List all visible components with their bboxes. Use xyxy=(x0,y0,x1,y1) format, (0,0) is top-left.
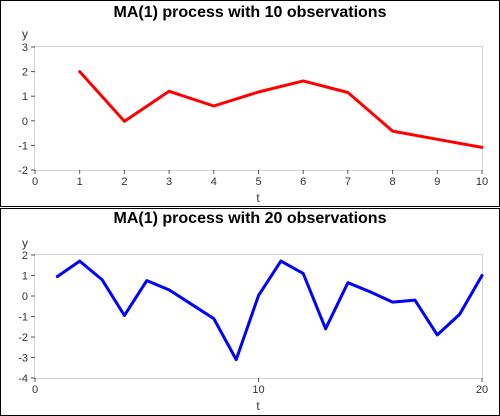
chart-1-x-tick-label: 8 xyxy=(390,176,396,188)
chart-1-y-tick-label: 1 xyxy=(22,91,28,103)
chart-1-ticks: 0 1 2 3 4 5 6 7 8 9 10 -2 -1 0 1 2 3 xyxy=(18,42,488,188)
chart-2-x-tick-label: 0 xyxy=(32,384,38,396)
chart-1-x-tick-label: 2 xyxy=(121,176,127,188)
chart-2-ticks: 0 10 20 -4 -3 -2 -1 0 1 2 xyxy=(18,250,488,396)
chart-1-y-tick-label: 0 xyxy=(22,116,28,128)
chart-2-x-tick-label: 20 xyxy=(476,384,488,396)
chart-1-x-tick-label: 5 xyxy=(255,176,261,188)
chart-2-x-tick-label: 10 xyxy=(252,384,264,396)
chart-1-x-tick-label: 10 xyxy=(476,176,488,188)
chart-1-y-axis-label: y xyxy=(22,27,28,41)
chart-2-x-axis-label: t xyxy=(256,399,260,413)
chart-1-y-tick-label: 3 xyxy=(22,42,28,54)
chart-1-x-tick-label: 3 xyxy=(166,176,172,188)
chart-2-series-line xyxy=(55,259,484,362)
chart-1-plot-area xyxy=(34,46,483,171)
chart-2-y-tick-label: 2 xyxy=(22,250,28,262)
chart-2-y-tick-label: -2 xyxy=(18,332,28,344)
chart-1-x-tick-label: 9 xyxy=(434,176,440,188)
chart-1-title: MA(1) process with 10 observations xyxy=(114,4,387,21)
chart-1-series xyxy=(78,70,484,149)
chart-2-y-tick-label: -1 xyxy=(18,312,28,324)
chart-1-y-tick-label: 2 xyxy=(22,67,28,79)
chart-2-y-tick-label: -4 xyxy=(18,373,28,385)
chart-1-series-line xyxy=(78,70,484,149)
chart-1-x-tick-label: 4 xyxy=(211,176,217,188)
chart-2-series xyxy=(55,259,484,362)
chart-1-x-axis-label: t xyxy=(256,191,260,205)
chart-panel-2: MA(1) process with 20 observations y t 0… xyxy=(0,208,500,416)
chart-1-y-tick-label: -1 xyxy=(18,140,28,152)
chart-2-y-tick-label: 0 xyxy=(22,291,28,303)
chart-2-title: MA(1) process with 20 observations xyxy=(114,210,387,227)
chart-2-plot-area xyxy=(34,254,483,379)
chart-1-x-tick-label: 6 xyxy=(300,176,306,188)
chart-panel-1: MA(1) process with 10 observations y t 0… xyxy=(0,0,500,207)
chart-1-x-tick-label: 0 xyxy=(32,176,38,188)
chart-1-y-tick-label: -2 xyxy=(18,165,28,177)
chart-2-y-tick-label: -3 xyxy=(18,353,28,365)
chart-1-x-tick-label: 1 xyxy=(77,176,83,188)
chart-1-x-tick-label: 7 xyxy=(345,176,351,188)
chart-2-y-axis-label: y xyxy=(22,236,28,250)
chart-2-y-tick-label: 1 xyxy=(22,271,28,283)
